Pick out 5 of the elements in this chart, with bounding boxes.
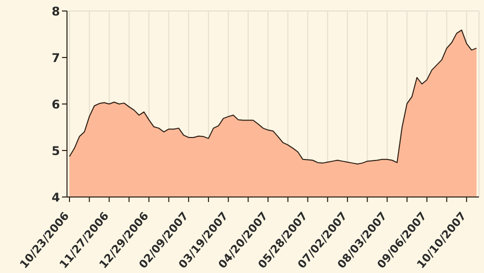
y-tick-label: 6 — [52, 97, 60, 112]
y-tick-label: 4 — [52, 190, 60, 204]
y-tick-label: 8 — [52, 4, 60, 18]
y-tick-label: 5 — [52, 144, 60, 158]
y-tick-label: 7 — [52, 50, 60, 65]
